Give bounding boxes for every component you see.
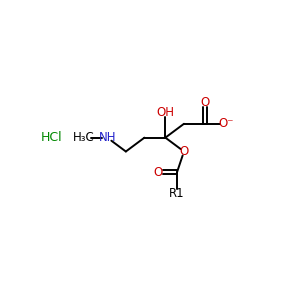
Text: R1: R1 [169,187,185,200]
Text: O: O [200,97,209,110]
Text: O: O [154,166,163,179]
Text: O: O [179,145,189,158]
Text: O⁻: O⁻ [218,117,234,130]
Text: HCl: HCl [40,131,62,144]
Text: H₃C: H₃C [73,131,95,144]
Text: OH: OH [156,106,174,119]
Text: NH: NH [98,131,116,144]
